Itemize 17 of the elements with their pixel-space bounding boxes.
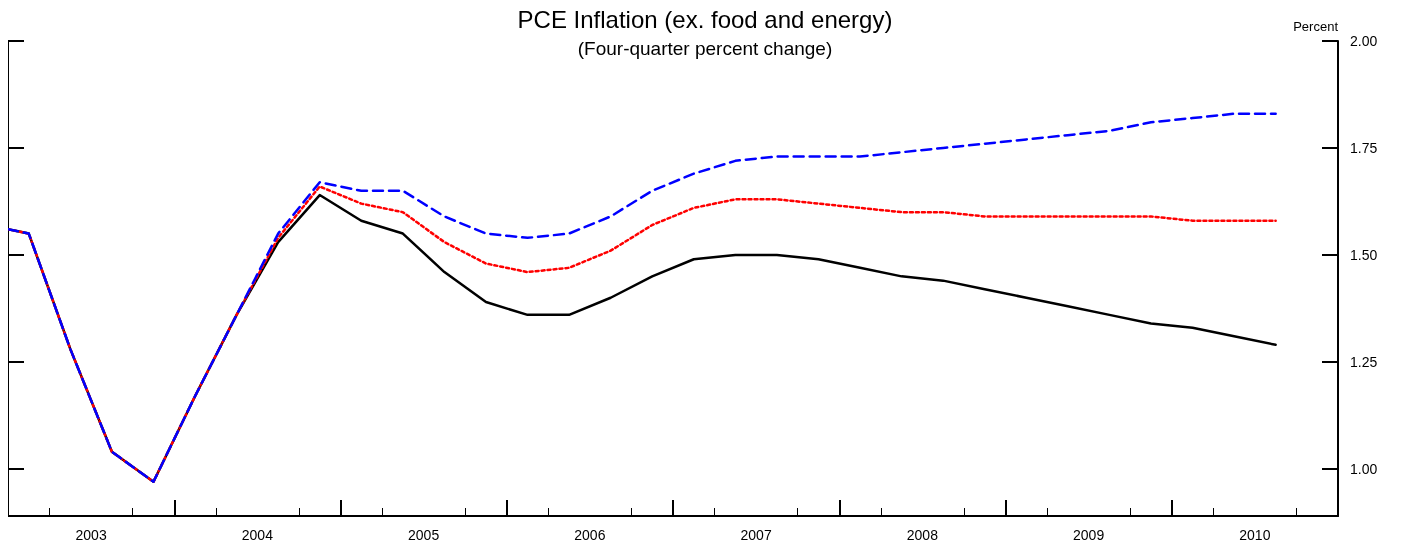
y-tick-label: 1.25 — [1350, 353, 1378, 370]
x-tick-label: 2004 — [241, 527, 274, 543]
y-tick-label: 2.00 — [1350, 33, 1378, 49]
x-tick-label: 2005 — [408, 527, 440, 543]
x-tick-label: 2010 — [1239, 527, 1271, 543]
chart-title: PCE Inflation (ex. food and energy) — [517, 5, 893, 33]
x-tick-label: 2007 — [740, 527, 772, 543]
x-tick-label: 2006 — [574, 527, 606, 543]
x-tick-label: 2008 — [906, 527, 939, 543]
y-tick-label: 1.50 — [1350, 246, 1378, 263]
line-series — [8, 112, 1277, 484]
y-axis-title: Percent — [1293, 19, 1339, 34]
chart-subtitle: (Four-quarter percent change) — [577, 38, 833, 59]
x-tick-label: 2009 — [1073, 527, 1105, 543]
x-tick-label: 2003 — [75, 527, 107, 543]
y-tick-label: 1.75 — [1350, 139, 1378, 156]
y-tick-label: 1.00 — [1350, 460, 1378, 477]
